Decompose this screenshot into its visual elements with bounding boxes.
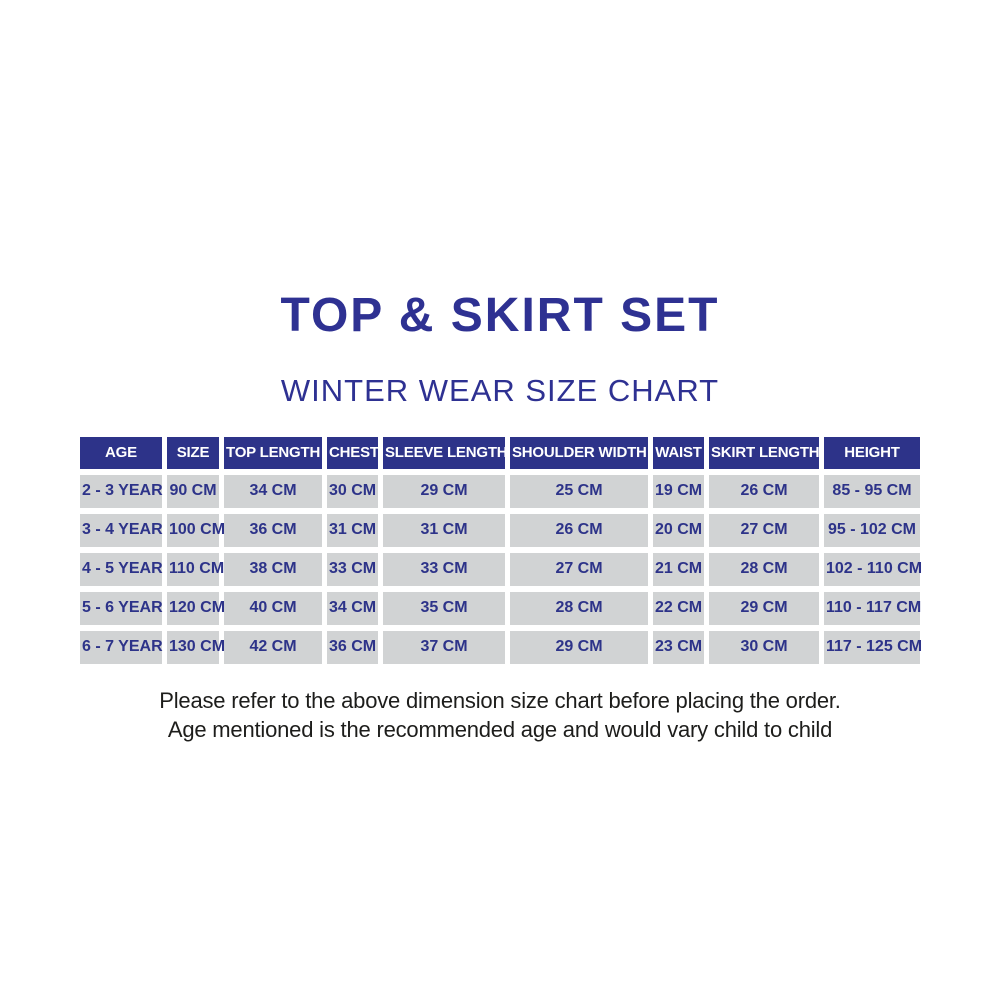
footer-note-line1: Please refer to the above dimension size… [159,687,841,713]
table-cell: 130 CM [167,630,225,664]
table-cell: 100 CM [167,513,225,547]
table-cell: 25 CM [510,474,648,508]
table-cell: 26 CM [510,513,648,547]
table-cell: 3 - 4 YEAR [80,513,163,547]
table-cell: 28 CM [510,591,648,625]
table-cell: 23 CM [653,630,704,664]
header-cell-height: HEIGHT [824,436,920,469]
table-row: 3 - 4 YEAR 100 CM 36 CM 31 CM 31 CM 26 C… [80,513,920,547]
table-cell: 35 CM [383,591,505,625]
table-cell: 90 CM [167,474,219,508]
table-cell: 120 CM [167,591,225,625]
table-cell: 6 - 7 YEAR [80,630,163,664]
table-cell: 20 CM [653,513,704,547]
table-cell: 42 CM [224,630,322,664]
header-cell-top-length: TOP LENGTH [224,436,322,469]
table-row: 4 - 5 YEAR 110 CM 38 CM 33 CM 33 CM 27 C… [80,552,922,586]
table-cell: 36 CM [224,513,322,547]
header-cell-age: AGE [80,436,162,469]
table-cell: 110 CM [167,552,224,586]
table-cell: 34 CM [224,474,322,508]
header-cell-shoulder-width: SHOULDER WIDTH [510,436,648,469]
header-cell-waist: WAIST [653,436,704,469]
header-cell-skirt-length: SKIRT LENGTH [709,436,820,469]
table-cell: 28 CM [709,552,819,586]
table-cell: 110 - 117 CM [824,591,921,625]
table-row: 6 - 7 YEAR 130 CM 42 CM 36 CM 37 CM 29 C… [80,630,922,664]
table-cell: 95 - 102 CM [824,513,920,547]
table-cell: 29 CM [709,591,819,625]
header-cell-sleeve-length: SLEEVE LENGTH [383,436,508,469]
table-row: 5 - 6 YEAR 120 CM 40 CM 34 CM 35 CM 28 C… [80,591,921,625]
footer-note: Please refer to the above dimension size… [159,686,841,745]
size-chart-table: AGE SIZE TOP LENGTH CHEST SLEEVE LENGTH … [75,431,925,670]
table-cell: 2 - 3 YEAR [80,474,163,508]
table-cell: 85 - 95 CM [824,474,920,508]
table-cell: 27 CM [709,513,819,547]
table-cell: 30 CM [709,630,819,664]
table-cell: 33 CM [327,552,378,586]
table-cell: 22 CM [653,591,704,625]
table-cell: 19 CM [653,474,704,508]
table-cell: 34 CM [327,591,378,625]
table-cell: 29 CM [383,474,505,508]
table-cell: 40 CM [224,591,322,625]
table-cell: 33 CM [383,552,505,586]
table-cell: 102 - 110 CM [824,552,922,586]
header-cell-size: SIZE [167,436,219,469]
page-title: TOP & SKIRT SET [280,289,720,342]
table-cell: 30 CM [327,474,378,508]
table-cell: 36 CM [327,630,378,664]
table-cell: 26 CM [709,474,819,508]
header-cell-chest: CHEST [327,436,379,469]
table-cell: 21 CM [653,552,704,586]
table-cell: 29 CM [510,630,648,664]
table-cell: 117 - 125 CM [824,630,922,664]
table-cell: 5 - 6 YEAR [80,591,163,625]
table-cell: 31 CM [327,513,378,547]
table-cell: 37 CM [383,630,505,664]
footer-note-line2: Age mentioned is the recommended age and… [167,717,833,743]
table-cell: 4 - 5 YEAR [80,552,163,586]
page-subtitle: WINTER WEAR SIZE CHART [280,372,720,408]
table-header-row: AGE SIZE TOP LENGTH CHEST SLEEVE LENGTH … [80,436,920,469]
table-cell: 38 CM [224,552,322,586]
table-cell: 31 CM [383,513,505,547]
table-row: 2 - 3 YEAR 90 CM 34 CM 30 CM 29 CM 25 CM… [80,474,920,508]
table-cell: 27 CM [510,552,648,586]
